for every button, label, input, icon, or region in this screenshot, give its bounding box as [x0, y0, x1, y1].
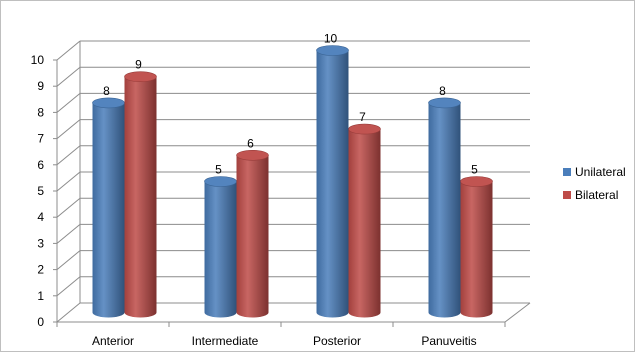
y-tick-label: 6 — [37, 158, 44, 172]
data-label: 5 — [215, 163, 222, 177]
legend-swatch — [563, 191, 571, 199]
side-wall-line — [56, 40, 81, 61]
bar-top — [348, 123, 381, 135]
y-tick-label: 10 — [31, 53, 45, 67]
legend-label: Unilateral — [575, 165, 626, 179]
y-tick-label: 4 — [37, 210, 44, 224]
y-axis-ticks: 0 1 2 3 4 5 6 7 8 9 10 — [31, 53, 45, 329]
legend-label: Bilateral — [575, 188, 618, 202]
data-label: 9 — [135, 58, 142, 72]
x-axis-ticks: Anterior Intermediate Posterior Panuveitis — [92, 334, 477, 348]
bar-bilateral-posterior — [348, 123, 381, 318]
side-wall-line — [56, 93, 81, 113]
side-wall-line — [56, 119, 81, 139]
side-wall-line — [56, 276, 81, 297]
bar-unilateral-panuveitis — [428, 97, 461, 318]
bar-top — [236, 150, 269, 161]
bar-unilateral-intermediate — [204, 176, 237, 318]
data-label: 8 — [103, 84, 110, 98]
x-tick-label: Posterior — [313, 334, 361, 348]
side-wall-line — [56, 145, 81, 166]
side-wall-line — [56, 224, 81, 244]
x-tick-label: Intermediate — [192, 334, 259, 348]
bar-body — [316, 50, 349, 318]
x-tick-label: Panuveitis — [421, 334, 476, 348]
legend-item-unilateral: Unilateral — [563, 165, 626, 179]
bar-top — [124, 71, 157, 82]
bar-unilateral-anterior — [92, 97, 125, 318]
bars — [92, 45, 493, 318]
bar-body — [428, 102, 461, 318]
y-tick-label: 0 — [37, 315, 44, 329]
floor-side-edge — [504, 302, 531, 323]
bar-top — [316, 45, 349, 56]
bar-body — [236, 155, 269, 318]
x-tick-label: Anterior — [92, 334, 134, 348]
data-label: 7 — [359, 110, 366, 124]
data-label: 10 — [324, 32, 338, 46]
y-tick-label: 8 — [37, 105, 44, 119]
data-label: 8 — [439, 84, 446, 98]
y-tick-label: 5 — [37, 184, 44, 198]
bar-top — [92, 97, 125, 109]
side-wall-line — [56, 197, 81, 218]
bar-body — [124, 76, 157, 318]
bar-body — [92, 102, 125, 318]
bar-top — [460, 176, 493, 187]
data-labels: 8 9 5 6 10 7 8 5 — [103, 32, 478, 177]
side-wall-line — [56, 66, 81, 87]
bar-bilateral-intermediate — [236, 150, 269, 318]
bar-bilateral-anterior — [124, 71, 157, 318]
data-label: 5 — [471, 163, 478, 177]
bar-body — [348, 129, 381, 318]
side-wall-line — [56, 171, 81, 192]
legend: Unilateral Bilateral — [563, 165, 626, 202]
bar-top — [428, 97, 461, 109]
side-wall-line — [56, 302, 81, 323]
bar-body — [460, 181, 493, 318]
y-tick-label: 2 — [37, 263, 44, 277]
data-label: 6 — [247, 136, 254, 150]
legend-swatch — [563, 168, 571, 176]
legend-item-bilateral: Bilateral — [563, 188, 618, 202]
y-tick-label: 3 — [37, 236, 44, 250]
bar-bilateral-panuveitis — [460, 176, 493, 318]
y-tick-label: 1 — [37, 289, 44, 303]
side-wall-line — [56, 250, 81, 270]
bar-unilateral-posterior — [316, 45, 349, 318]
bar-top — [204, 176, 237, 187]
bar-body — [204, 181, 237, 318]
y-tick-label: 9 — [37, 79, 44, 93]
y-tick-label: 7 — [37, 132, 44, 146]
